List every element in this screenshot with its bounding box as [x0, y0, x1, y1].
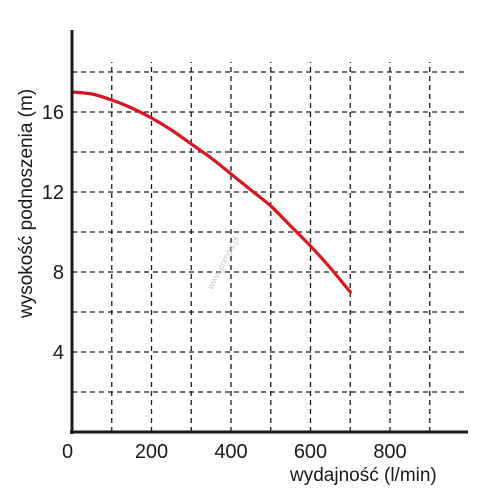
- watermark: www.pompa.pl: [204, 235, 241, 292]
- y-tick-label: 16: [42, 102, 64, 124]
- y-tick-label: 12: [42, 182, 64, 204]
- grid: [72, 62, 468, 432]
- x-tick-label: 200: [135, 441, 168, 463]
- x-tick-label: 0: [62, 441, 73, 463]
- tick-labels: 0 200 400 600 800 4 8 12 16: [42, 102, 407, 463]
- x-tick-label: 400: [214, 441, 247, 463]
- y-tick-label: 8: [53, 262, 64, 284]
- pump-curve-line: [70, 90, 352, 294]
- y-tick-label: 4: [53, 342, 64, 364]
- series-layer: [70, 90, 352, 294]
- x-axis-label: wydajność (l/min): [289, 465, 437, 486]
- x-tick-label: 600: [294, 441, 327, 463]
- y-axis-label: wysokość podnoszenia (m): [16, 89, 37, 319]
- x-tick-label: 800: [373, 441, 406, 463]
